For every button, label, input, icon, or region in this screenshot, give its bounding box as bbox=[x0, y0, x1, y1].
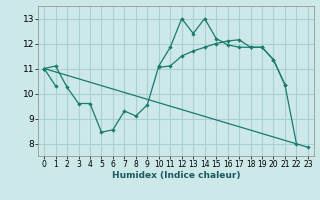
X-axis label: Humidex (Indice chaleur): Humidex (Indice chaleur) bbox=[112, 171, 240, 180]
